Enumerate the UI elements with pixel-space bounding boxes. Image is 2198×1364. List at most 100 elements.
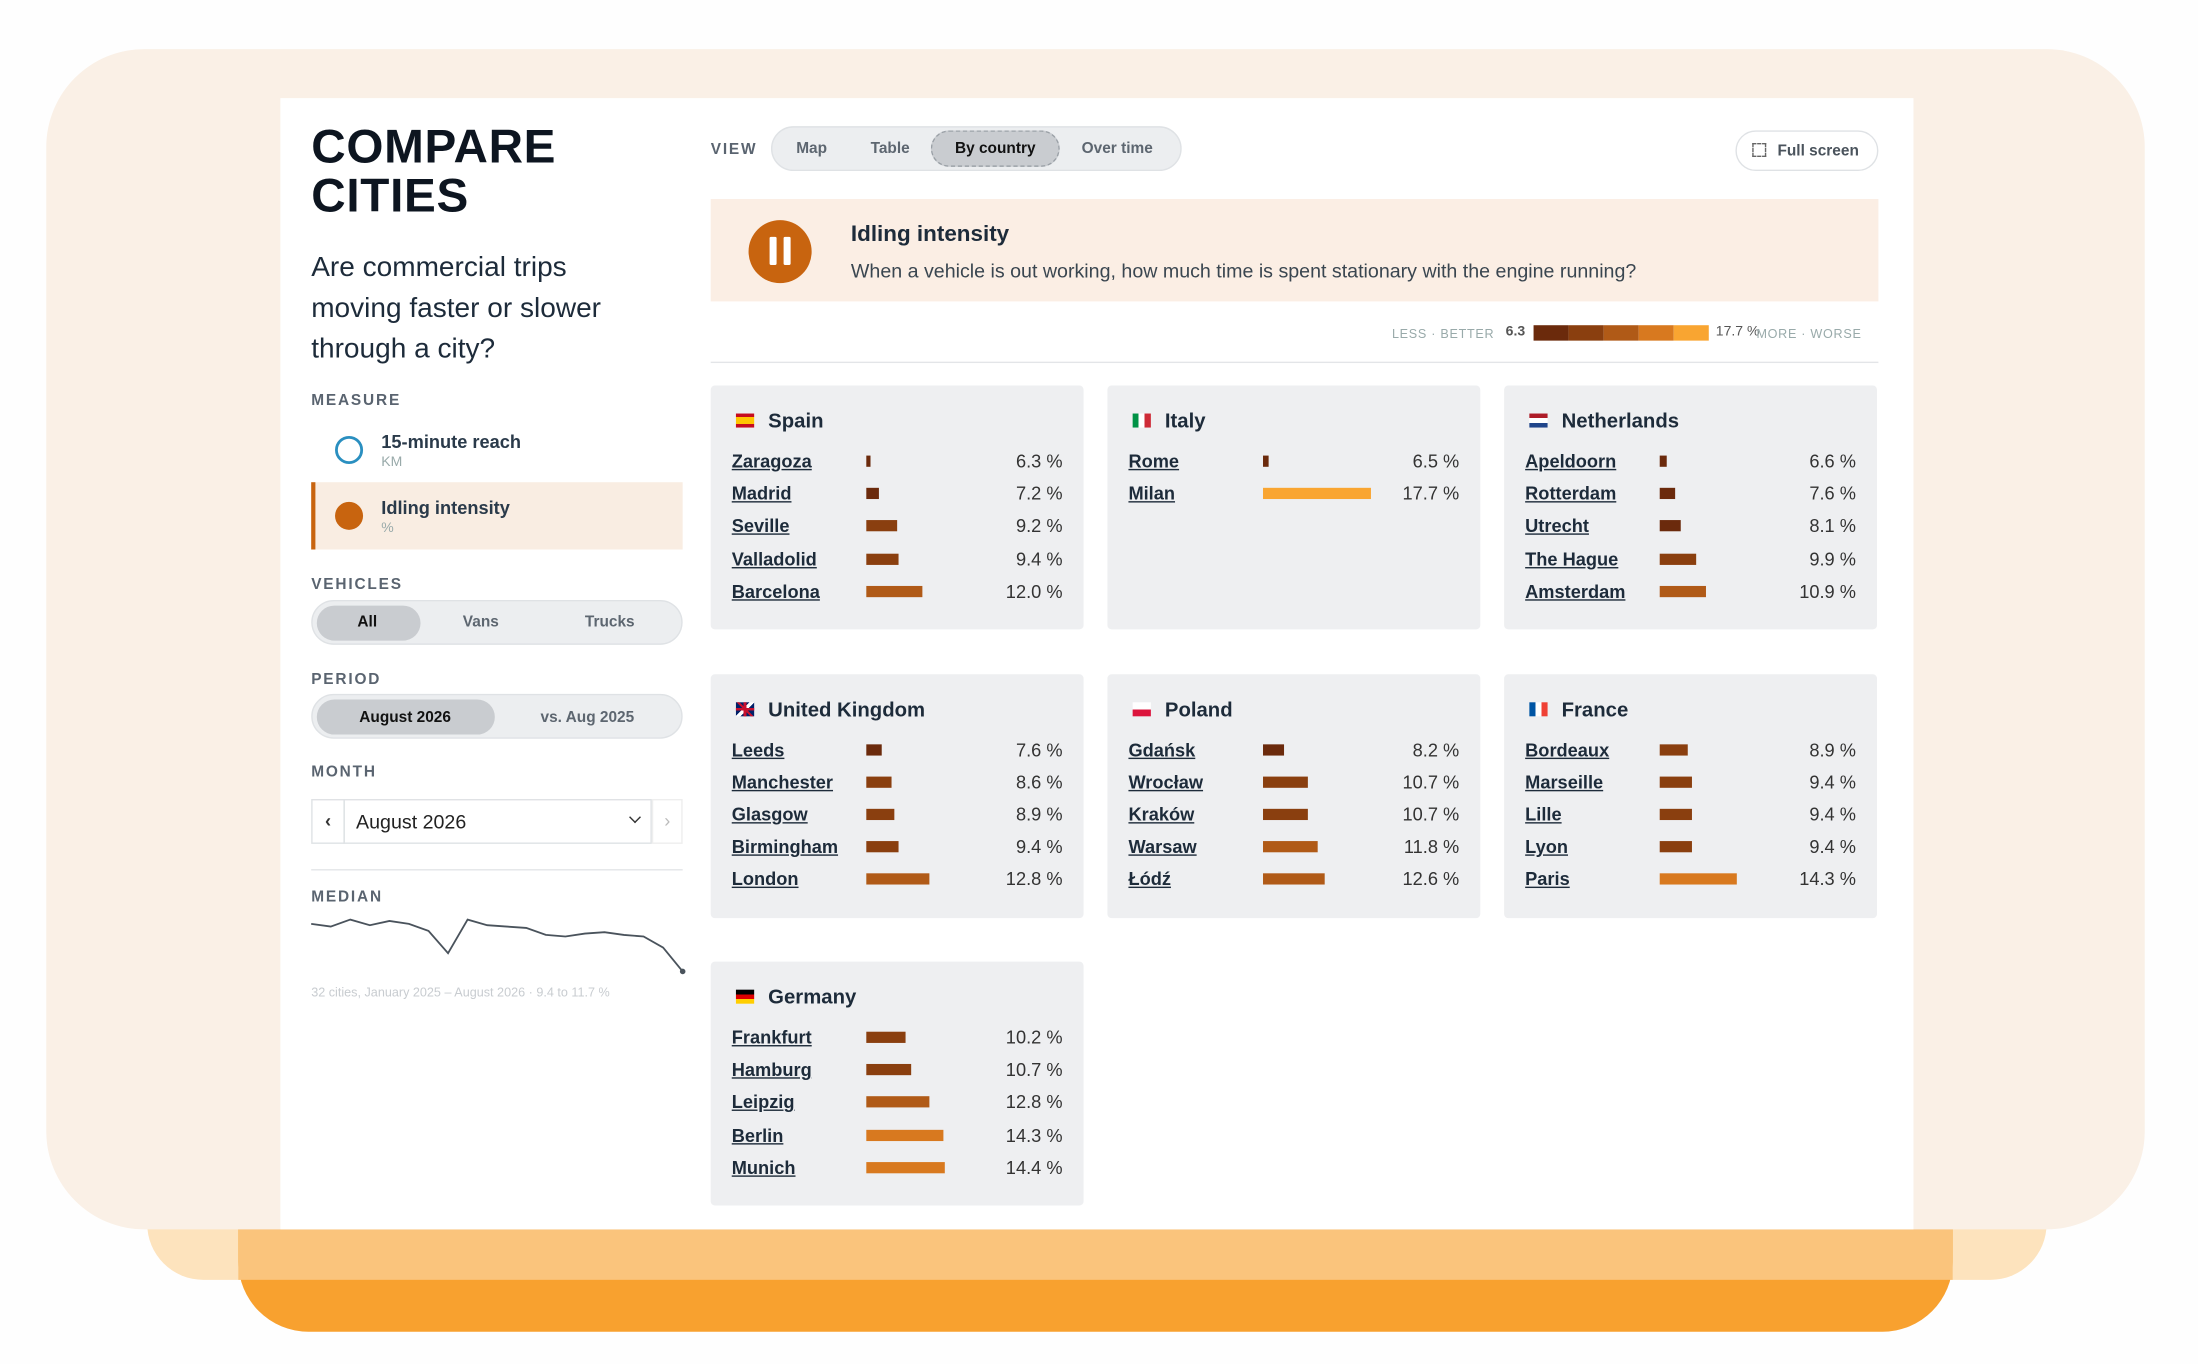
section-label: MEDIAN: [311, 888, 383, 906]
legend-swatch: [1568, 325, 1604, 341]
measure-option[interactable]: Idling intensity: [381, 496, 510, 518]
city-link[interactable]: Apeldoorn: [1525, 450, 1617, 472]
view-tab[interactable]: Over time: [1081, 140, 1153, 158]
flag: [735, 989, 755, 1004]
bar: [1263, 455, 1270, 467]
value-label: 7.6 %: [1015, 738, 1063, 760]
view-tab[interactable]: Map: [796, 140, 828, 158]
city-link[interactable]: Valladolid: [731, 548, 817, 570]
value-label: 12.8 %: [1005, 1091, 1063, 1113]
banner-icon: [748, 220, 812, 284]
month-select[interactable]: August 2026: [343, 799, 652, 844]
icon: [335, 435, 364, 464]
city-link[interactable]: London: [731, 868, 799, 890]
city-link[interactable]: Gdańsk: [1128, 738, 1196, 760]
bar: [866, 1096, 930, 1108]
value-label: 9.4 %: [1015, 548, 1063, 570]
city-link[interactable]: Birmingham: [731, 836, 839, 858]
country-name: Germany: [768, 986, 857, 1010]
legend-swatch: [1603, 325, 1639, 341]
value-label: 8.1 %: [1809, 515, 1856, 537]
bar: [1659, 520, 1681, 532]
city-link[interactable]: Łódź: [1128, 868, 1171, 890]
city-link[interactable]: Barcelona: [731, 580, 820, 602]
bar: [1659, 455, 1667, 467]
value-label: 6.3 %: [1015, 450, 1063, 472]
city-link[interactable]: Hamburg: [731, 1059, 812, 1081]
toggle-active: [316, 699, 495, 735]
city-link[interactable]: Warsaw: [1128, 836, 1197, 858]
flag: [1132, 413, 1151, 428]
city-link[interactable]: Lille: [1525, 803, 1562, 825]
pause-bar: [769, 236, 777, 265]
city-link[interactable]: Manchester: [731, 771, 834, 793]
pause-bar: [783, 236, 791, 265]
title: COMPARE CITIES: [311, 120, 557, 223]
city-link[interactable]: Bordeaux: [1525, 738, 1610, 760]
city-link[interactable]: Milan: [1128, 483, 1176, 505]
city-link[interactable]: Kraków: [1128, 803, 1195, 825]
bar: [1659, 553, 1697, 565]
measure-option[interactable]: 15-minute reach: [381, 431, 522, 453]
city-link[interactable]: Amsterdam: [1525, 580, 1626, 602]
country-name: Italy: [1164, 410, 1206, 434]
city-link[interactable]: Berlin: [731, 1124, 784, 1146]
flag: [1132, 701, 1151, 716]
city-link[interactable]: Wrocław: [1128, 771, 1204, 793]
value-label: 10.7 %: [1402, 803, 1460, 825]
country-name: United Kingdom: [768, 698, 926, 722]
city-link[interactable]: Munich: [731, 1156, 796, 1178]
value-label: 12.6 %: [1402, 868, 1460, 890]
value-label: 10.7 %: [1005, 1059, 1063, 1081]
city-link[interactable]: Seville: [731, 515, 790, 537]
city-link[interactable]: Leeds: [731, 738, 785, 760]
view-tab[interactable]: Table: [870, 140, 910, 158]
toggle-option[interactable]: Vans: [462, 613, 499, 631]
value-label: 7.6 %: [1809, 483, 1856, 505]
value-label: 7.2 %: [1015, 483, 1063, 505]
city-link[interactable]: Marseille: [1525, 771, 1604, 793]
toggle-option[interactable]: Trucks: [584, 613, 635, 631]
bar: [866, 1031, 906, 1043]
bar: [1659, 808, 1693, 820]
city-link[interactable]: Rome: [1128, 450, 1180, 472]
bar: [866, 585, 923, 597]
month-prev[interactable]: ‹: [311, 799, 345, 844]
city-link[interactable]: Utrecht: [1525, 515, 1589, 537]
fullscreen-label[interactable]: Full screen: [1777, 142, 1859, 160]
city-link[interactable]: Leipzig: [731, 1091, 795, 1113]
city-link[interactable]: Paris: [1525, 868, 1570, 890]
divider: [311, 869, 683, 871]
month-next[interactable]: ›: [651, 799, 683, 844]
value-label: 9.4 %: [1015, 836, 1063, 858]
flag: [735, 413, 755, 428]
city-link[interactable]: The Hague: [1525, 548, 1619, 570]
legend-swatch: [1673, 325, 1709, 341]
section-label: MEASURE: [311, 392, 402, 410]
city-link[interactable]: Glasgow: [731, 803, 808, 825]
bar: [1263, 488, 1371, 500]
city-link[interactable]: Rotterdam: [1525, 483, 1617, 505]
measure-unit: KM: [381, 454, 403, 471]
bar: [1659, 743, 1688, 755]
value-label: 11.8 %: [1403, 836, 1460, 858]
bar: [866, 520, 897, 532]
city-link[interactable]: Frankfurt: [731, 1026, 812, 1048]
fullscreen-button[interactable]: [1735, 130, 1879, 172]
value-label: 9.4 %: [1809, 803, 1856, 825]
toggle-option[interactable]: vs. Aug 2025: [540, 709, 635, 727]
toggle-option[interactable]: All: [357, 613, 378, 631]
city-link[interactable]: Lyon: [1525, 836, 1569, 858]
bar: [1659, 841, 1693, 853]
toggle-option[interactable]: August 2026: [359, 709, 451, 727]
value-label: 9.2 %: [1015, 515, 1063, 537]
bar: [1659, 488, 1676, 500]
view-tab[interactable]: By country: [954, 140, 1036, 158]
bar: [866, 553, 899, 565]
bar: [1263, 873, 1325, 885]
city-link[interactable]: Madrid: [731, 483, 792, 505]
city-link[interactable]: Zaragoza: [731, 450, 812, 472]
section-label: VEHICLES: [311, 576, 403, 593]
